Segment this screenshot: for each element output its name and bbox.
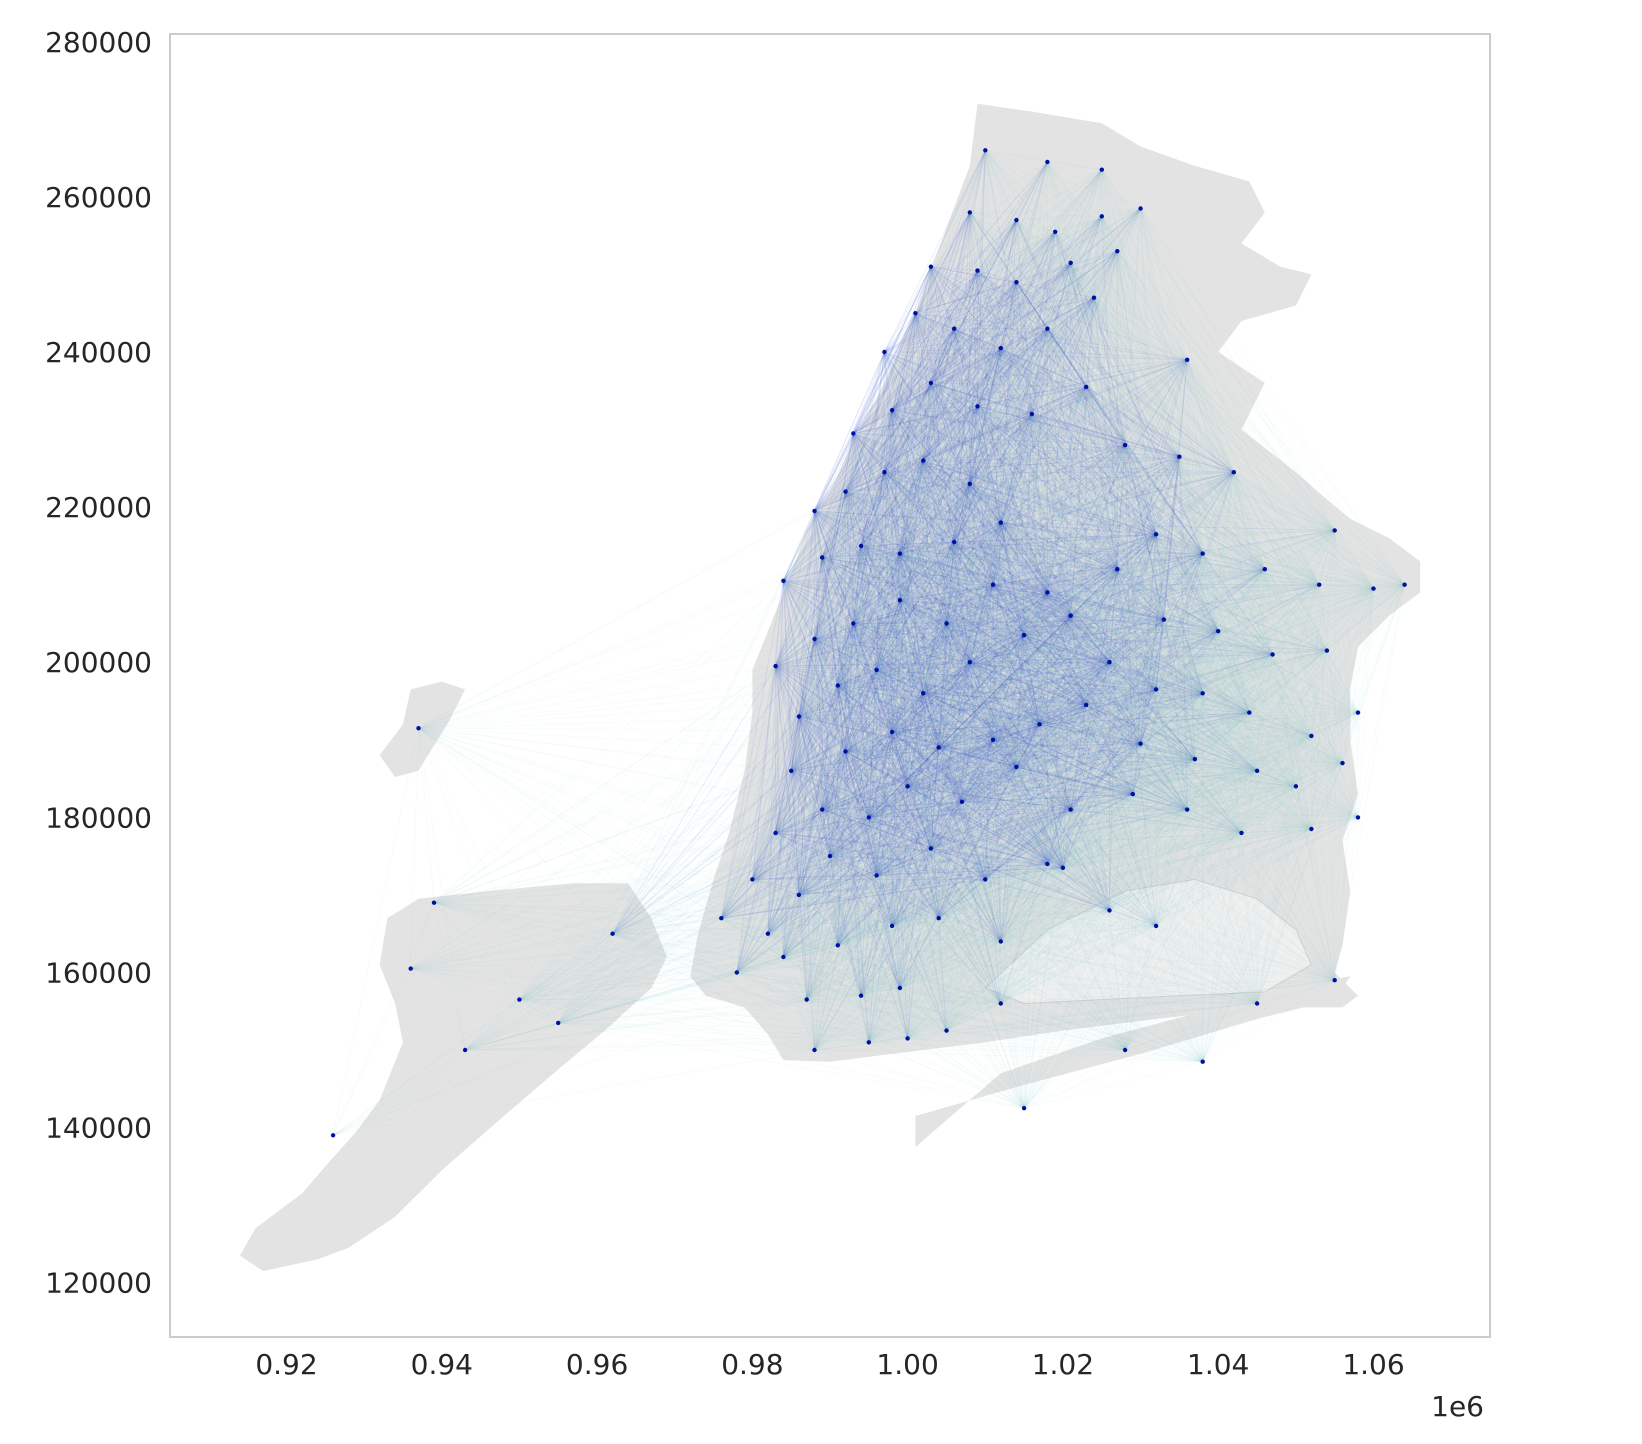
- nyc-flow-map: 0.920.940.960.981.001.021.041.06 1200001…: [0, 0, 1642, 1440]
- map-canvas: 0.920.940.960.981.001.021.041.06 1200001…: [0, 0, 1642, 1440]
